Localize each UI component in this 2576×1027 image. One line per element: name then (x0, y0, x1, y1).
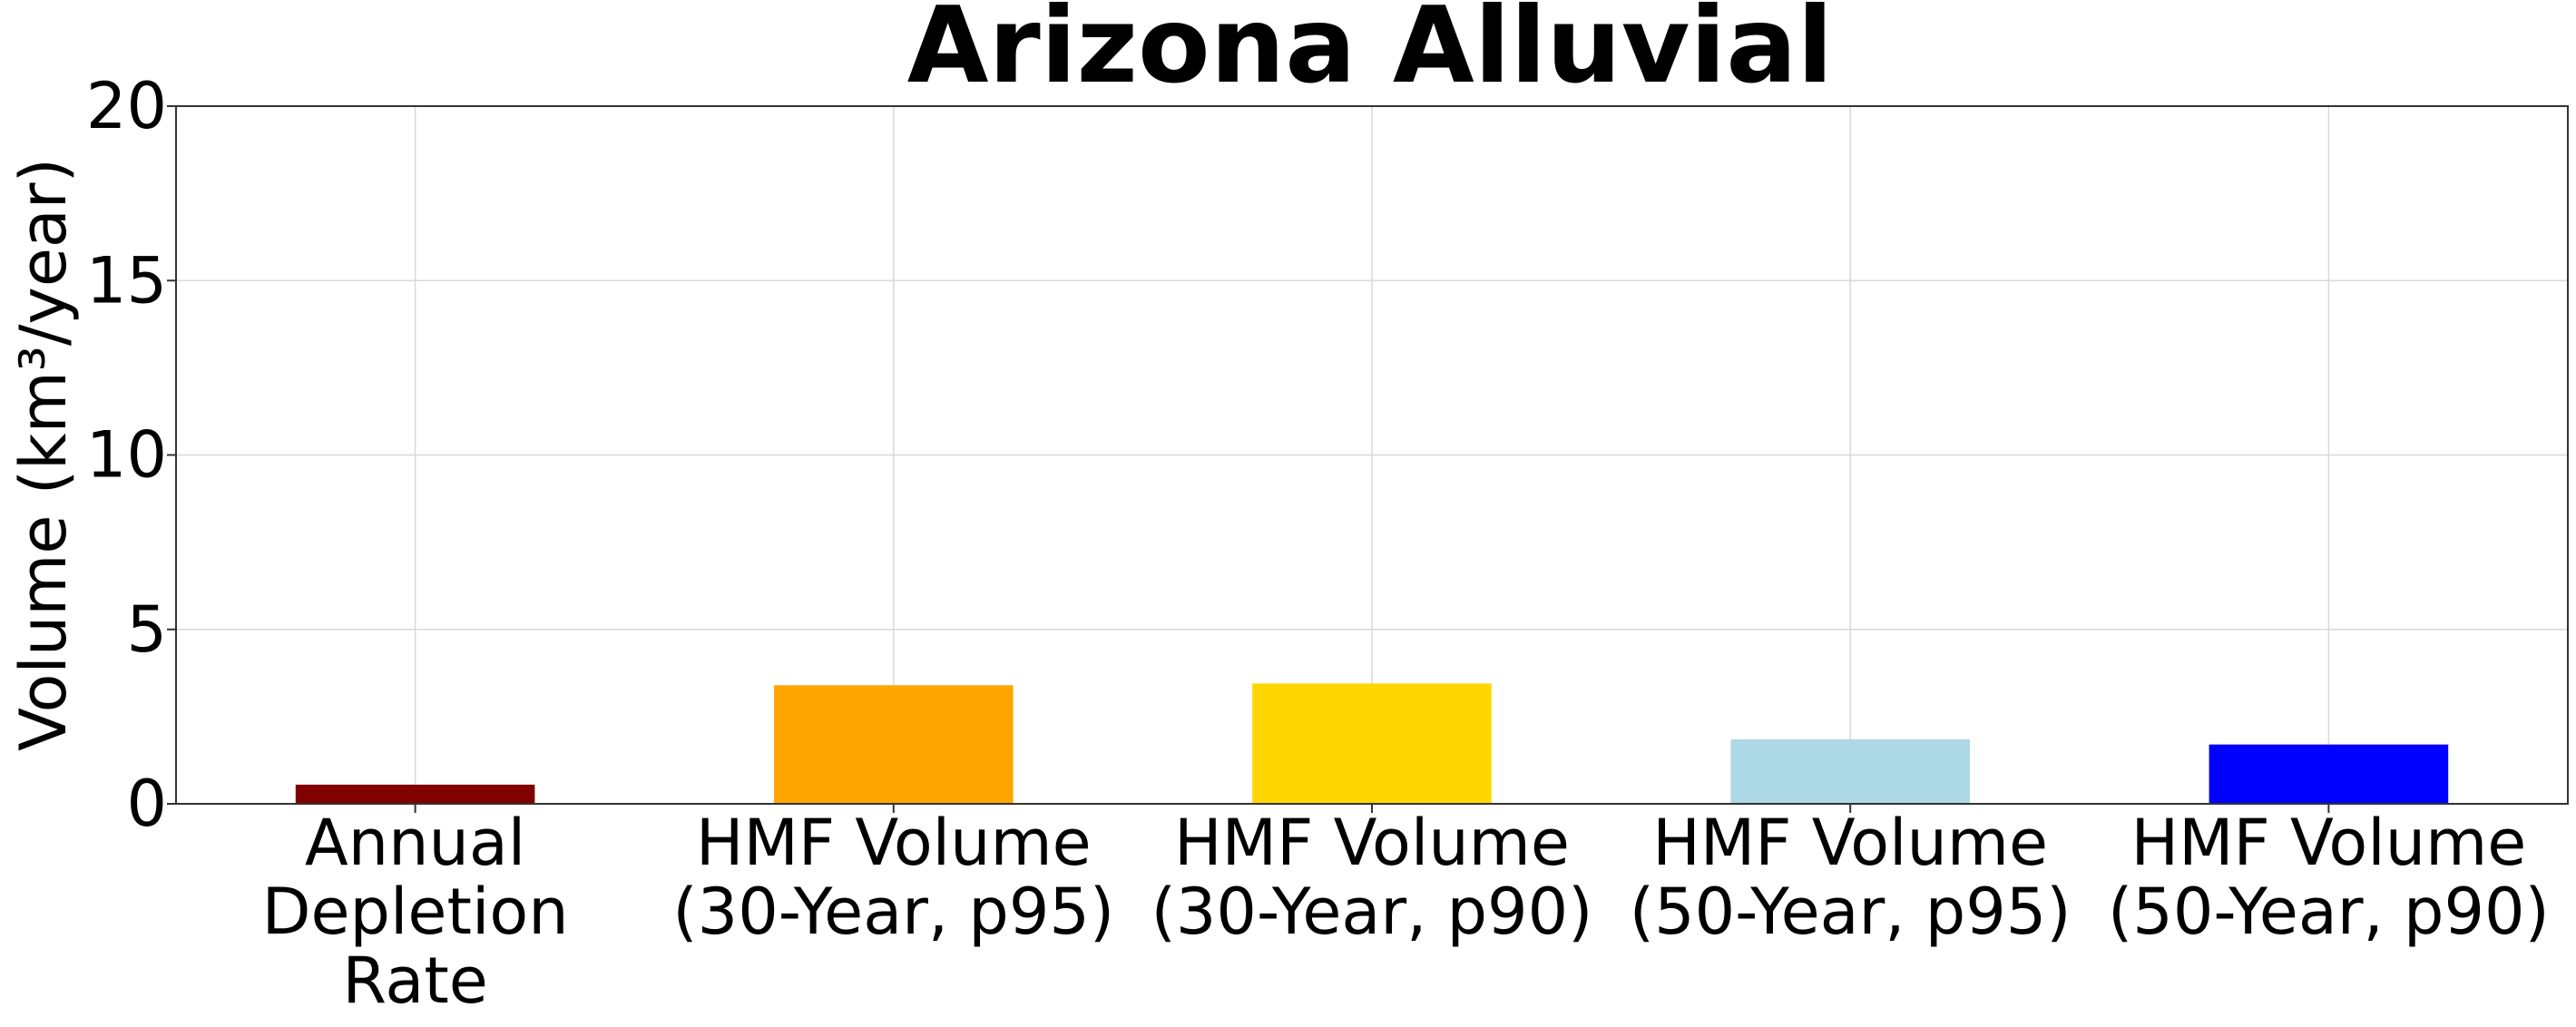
x-tick-label-line: HMF Volume (696, 806, 1092, 880)
bar-3 (1730, 738, 1970, 804)
x-tick-label-line: HMF Volume (1652, 806, 2048, 880)
y-tick-labels: 0 5 10 15 20 (86, 69, 167, 841)
x-tick-label-0: Annual Depletion Rate (262, 806, 569, 1018)
y-tick-label-0: 0 (126, 767, 167, 841)
y-tick-label-1: 5 (126, 592, 167, 667)
x-tick-label-line: (50-Year, p90) (2108, 875, 2550, 949)
x-tick-label-line: Rate (342, 944, 488, 1018)
y-tick-label-4: 20 (86, 69, 167, 143)
bars (295, 683, 2449, 804)
x-tick-label-1: HMF Volume (30-Year, p95) (672, 806, 1114, 949)
chart-title: Arizona Alluvial (907, 0, 1834, 107)
x-tick-label-line: HMF Volume (2130, 806, 2526, 880)
y-tick-label-2: 10 (86, 418, 167, 493)
x-tick-label-4: HMF Volume (50-Year, p90) (2108, 806, 2550, 949)
bar-2 (1252, 683, 1492, 804)
x-tick-label-line: (30-Year, p90) (1151, 875, 1593, 949)
x-tick-label-line: (50-Year, p95) (1630, 875, 2072, 949)
x-tick-label-line: Annual (305, 806, 525, 880)
y-axis-label-group: Volume (km³/year) (6, 158, 81, 751)
y-tick-label-3: 15 (86, 243, 167, 318)
bar-1 (774, 685, 1014, 804)
bar-4 (2209, 744, 2449, 804)
bar-0 (295, 784, 535, 804)
x-tick-label-line: Depletion (262, 875, 569, 949)
y-axis-label: Volume (km³/year) (6, 158, 81, 751)
axes (167, 105, 2569, 813)
x-tick-label-3: HMF Volume (50-Year, p95) (1630, 806, 2072, 949)
x-tick-label-line: HMF Volume (1174, 806, 1570, 880)
x-tick-label-line: (30-Year, p95) (672, 875, 1114, 949)
x-tick-label-2: HMF Volume (30-Year, p90) (1151, 806, 1593, 949)
